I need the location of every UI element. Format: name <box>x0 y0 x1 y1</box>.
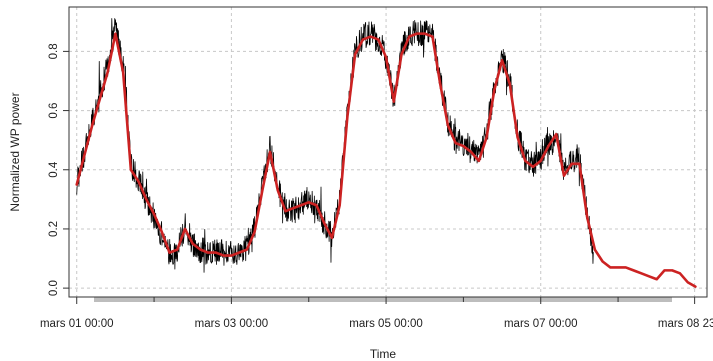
y-tick-label: 0.0 <box>48 280 60 296</box>
x-axis-title: Time <box>370 347 397 361</box>
x-axis-ticks: mars 01 00:00 mars 03 00:00 mars 05 00:00 m… <box>40 297 713 330</box>
x-tick-label: mars 07 00:00 <box>504 318 578 330</box>
grid <box>69 7 707 297</box>
y-tick-label: 0.8 <box>48 43 60 59</box>
y-tick-label: 0.2 <box>48 221 60 237</box>
x-tick-label: mars 05 00:00 <box>349 318 423 330</box>
plot-area-border <box>68 6 708 298</box>
x-tick-label: mars 08 23:45 <box>658 318 713 330</box>
y-axis-ticks: 0.0 0.2 0.4 0.6 0.8 <box>48 43 69 296</box>
y-tick-label: 0.4 <box>48 161 60 178</box>
y-tick-label: 0.6 <box>48 103 60 119</box>
x-axis-band <box>94 297 672 302</box>
series-smoothed-line <box>75 32 697 288</box>
series-group <box>75 18 697 288</box>
x-tick-label: mars 01 00:00 <box>40 318 114 330</box>
x-tick-label: mars 03 00:00 <box>195 318 269 330</box>
y-axis-title: Normalized WP power <box>8 92 22 211</box>
series-raw-line <box>76 18 594 273</box>
